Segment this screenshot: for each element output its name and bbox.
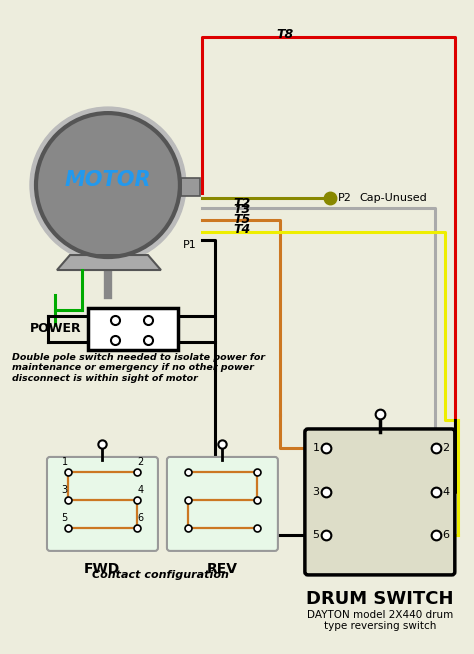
Text: 3: 3 [312, 487, 319, 497]
Text: T8: T8 [276, 28, 293, 41]
Text: DRUM SWITCH: DRUM SWITCH [306, 590, 454, 608]
Text: 1: 1 [312, 443, 319, 453]
Text: P2: P2 [338, 193, 352, 203]
Text: 6: 6 [442, 530, 449, 540]
Text: 5: 5 [312, 530, 319, 540]
Text: POWER: POWER [30, 322, 82, 336]
Polygon shape [181, 178, 200, 196]
FancyBboxPatch shape [88, 308, 178, 350]
Text: FWD: FWD [84, 562, 120, 576]
Text: 4: 4 [137, 485, 143, 495]
Polygon shape [57, 255, 161, 270]
FancyBboxPatch shape [167, 457, 278, 551]
Circle shape [36, 113, 180, 257]
Text: DAYTON model 2X440 drum
type reversing switch: DAYTON model 2X440 drum type reversing s… [307, 610, 453, 632]
Text: P1: P1 [183, 240, 197, 250]
Text: Contact configuration: Contact configuration [91, 570, 228, 580]
Text: 5: 5 [62, 513, 68, 523]
Circle shape [30, 107, 186, 263]
Text: MOTOR: MOTOR [64, 170, 151, 190]
Text: 4: 4 [442, 487, 449, 497]
Text: REV: REV [206, 562, 237, 576]
Text: 1: 1 [62, 457, 68, 467]
Text: T2: T2 [233, 197, 250, 210]
Text: Cap-Unused: Cap-Unused [360, 193, 428, 203]
Text: Double pole switch needed to isolate power for
maintenance or emergency if no ot: Double pole switch needed to isolate pow… [12, 353, 265, 383]
FancyBboxPatch shape [47, 457, 158, 551]
Text: 3: 3 [62, 485, 68, 495]
FancyBboxPatch shape [305, 429, 455, 575]
Text: T5: T5 [233, 213, 250, 226]
Text: 6: 6 [137, 513, 143, 523]
Text: 2: 2 [137, 457, 143, 467]
Text: 2: 2 [442, 443, 449, 453]
Text: T4: T4 [233, 223, 250, 236]
Text: T3: T3 [233, 203, 250, 216]
